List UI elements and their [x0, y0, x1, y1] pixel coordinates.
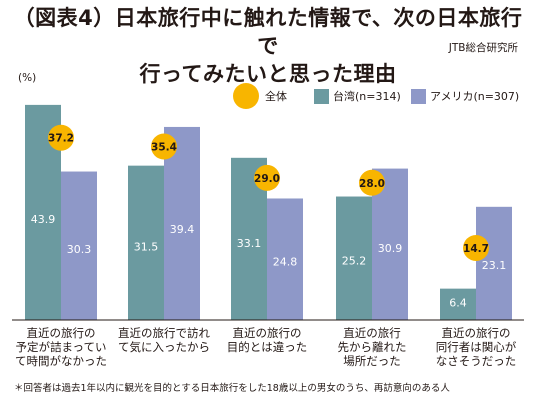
bar-value-label: 39.4 — [170, 223, 195, 236]
legend-usa-label: アメリカ(n=307) — [430, 90, 520, 103]
overall-marker-0 — [48, 124, 74, 151]
category-label: 直近の旅行の — [233, 326, 302, 340]
source-label: JTB総合研究所 — [448, 42, 518, 54]
legend-overall-marker — [233, 83, 259, 109]
overall-marker-2 — [254, 164, 280, 191]
category-label: 同行者は関心が — [436, 340, 517, 354]
category-label: て気に入ったから — [118, 340, 210, 354]
bar-usa-1 — [164, 126, 200, 320]
category-label: 予定が詰まってい — [16, 340, 107, 354]
overall-marker-4 — [463, 234, 489, 261]
legend-taiwan: 台湾(n=314) — [314, 82, 401, 110]
category-label: 目的とは違った — [227, 340, 308, 354]
chart-title: （図表4）日本旅行中に触れた情報で、次の日本旅行で 行ってみたいと思った理由 — [10, 4, 526, 88]
overall-value-label: 29.0 — [254, 173, 280, 185]
bar-value-label: 31.5 — [134, 241, 159, 254]
bar-taiwan-3 — [336, 196, 372, 320]
bar-usa-4 — [476, 206, 512, 320]
overall-marker-1 — [151, 133, 177, 160]
overall-value-label: 37.2 — [48, 133, 74, 145]
overall-value-label: 35.4 — [151, 142, 177, 154]
overall-marker-3 — [359, 169, 385, 196]
legend-taiwan-swatch — [314, 88, 329, 104]
footnote: ＊回答者は過去1年以内に観光を目的とする日本旅行をした18歳以上の男女のうち、再… — [14, 383, 450, 394]
category-label: て時間がなかった — [15, 354, 107, 368]
chart-title-line-1: （図表4）日本旅行中に触れた情報で、次の日本旅行で — [13, 6, 523, 58]
category-label: 直近の旅行の — [27, 326, 96, 340]
y-unit-label: (%) — [18, 72, 37, 84]
legend-usa: アメリカ(n=307) — [411, 82, 519, 110]
bar-value-label: 24.8 — [273, 255, 298, 268]
category-label: 直近の旅行の — [442, 326, 511, 340]
bar-value-label: 33.1 — [237, 237, 262, 250]
legend-overall-label: 全体 — [265, 90, 287, 103]
bar-usa-2 — [267, 198, 303, 320]
bar-value-label: 23.1 — [482, 259, 507, 272]
bar-value-label: 43.9 — [31, 213, 56, 226]
chart-title-line-2: 行ってみたいと思った理由 — [139, 62, 397, 86]
overall-value-label: 14.7 — [463, 243, 489, 255]
category-label: 場所だった — [343, 354, 401, 368]
category-label: 先から離れた — [338, 340, 407, 354]
bar-taiwan-4 — [440, 288, 476, 320]
bar-usa-0 — [61, 171, 97, 320]
bar-value-label: 25.2 — [342, 254, 367, 267]
bar-taiwan-1 — [128, 165, 164, 320]
legend-taiwan-label: 台湾(n=314) — [333, 90, 401, 103]
category-label: 直近の旅行で訪れ — [118, 326, 210, 340]
bar-value-label: 30.9 — [378, 242, 403, 255]
category-label: 直近の旅行 — [343, 326, 401, 340]
bar-value-label: 30.3 — [67, 243, 92, 256]
overall-value-label: 28.0 — [359, 178, 385, 190]
legend-overall: 全体 — [233, 82, 287, 110]
bar-value-label: 6.4 — [449, 297, 467, 310]
category-label: なさそうだった — [436, 354, 517, 368]
legend-usa-swatch — [411, 88, 426, 104]
